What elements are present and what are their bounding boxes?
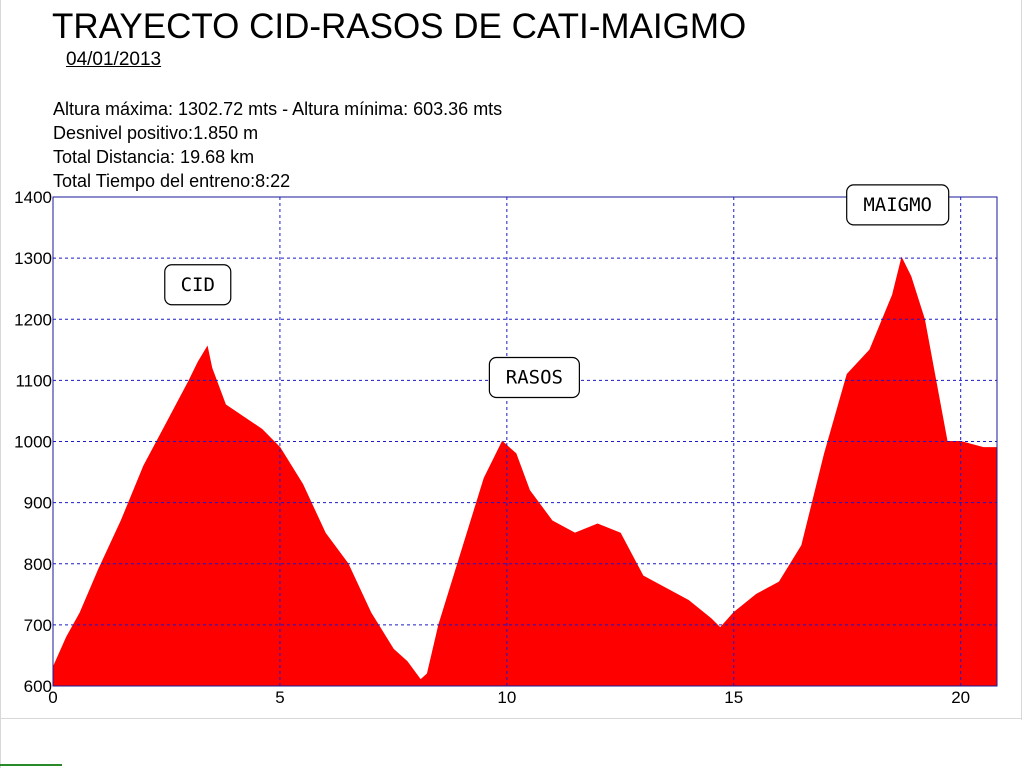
x-tick-label: 10 [497, 688, 516, 707]
page-border-left [0, 0, 1, 768]
elevation-area [52, 256, 998, 687]
stat-elevation-gain: Desnivel positivo:1.850 m [53, 123, 259, 143]
plot-frame [52, 196, 998, 687]
y-tick-label: 1300 [14, 249, 52, 268]
y-tick-label: 800 [24, 555, 52, 574]
page-border-bottom [0, 718, 1022, 719]
peak-label: RASOS [506, 367, 563, 389]
x-tick-label: 20 [951, 688, 970, 707]
y-tick-label: 900 [24, 494, 52, 513]
stat-altitude: Altura máxima: 1302.72 mts - Altura míni… [53, 99, 503, 119]
peak-label: CID [181, 274, 215, 296]
y-tick-label: 1400 [14, 188, 52, 207]
stat-distance: Total Distancia: 19.68 km [53, 147, 255, 167]
y-tick-label: 1100 [15, 371, 52, 390]
chart-title: TRAYECTO CID-RASOS DE CATI-MAIGMO [52, 7, 747, 46]
corner-mark [0, 764, 62, 766]
x-tick-label: 15 [724, 688, 743, 707]
page-border-right [1021, 0, 1022, 720]
y-tick-label: 1200 [14, 310, 52, 329]
y-tick-label: 600 [24, 677, 52, 696]
peak-label-box [164, 264, 232, 306]
y-tick-label: 700 [24, 616, 52, 635]
route-date: 04/01/2013 [66, 49, 162, 70]
peak-label-box [846, 184, 950, 226]
peak-label: MAIGMO [863, 194, 932, 216]
x-tick-label: 0 [48, 688, 57, 707]
x-tick-label: 5 [275, 688, 284, 707]
peak-label-box [488, 356, 580, 399]
stat-time: Total Tiempo del entreno:8:22 [53, 171, 291, 191]
y-tick-label: 1000 [14, 433, 52, 452]
